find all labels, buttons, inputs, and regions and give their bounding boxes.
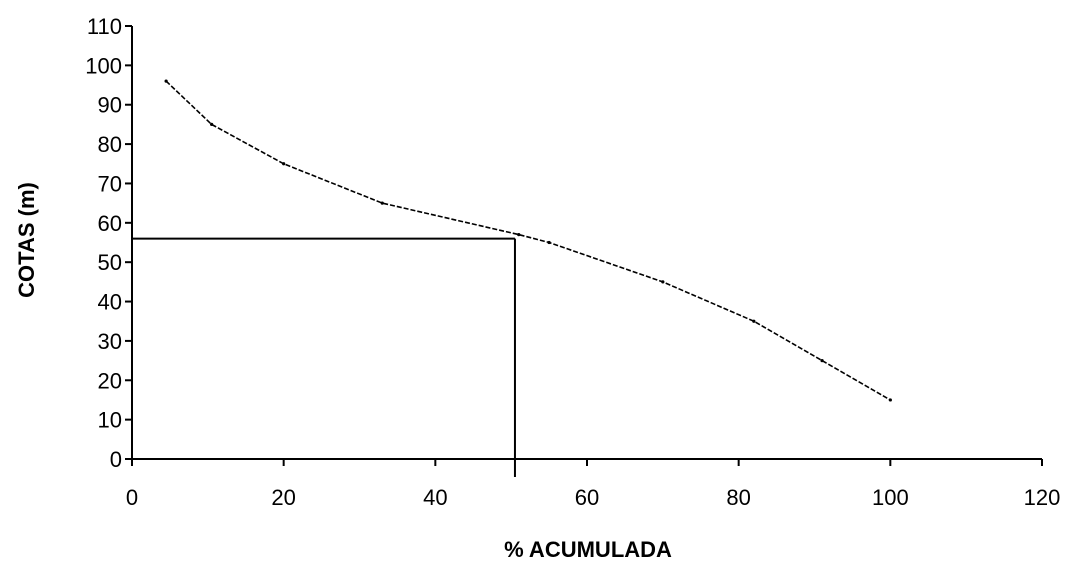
- y-tick-label: 100: [85, 53, 122, 78]
- y-tick-label: 50: [98, 250, 122, 275]
- x-tick-label: 120: [1024, 485, 1061, 510]
- x-tick-label: 100: [872, 485, 909, 510]
- data-point: [164, 79, 168, 83]
- data-point: [517, 233, 521, 237]
- reference-lines: [132, 237, 516, 477]
- data-point: [752, 319, 756, 323]
- y-tick-label: 0: [110, 447, 122, 472]
- y-tick-label: 70: [98, 171, 122, 196]
- x-axis-title: % ACUMULADA: [504, 537, 672, 562]
- data-point: [282, 162, 286, 166]
- y-tick-label: 20: [98, 368, 122, 393]
- y-axis-title: COTAS (m): [14, 182, 39, 298]
- y-tick-label: 80: [98, 132, 122, 157]
- axes: [125, 25, 1043, 466]
- x-tick-label: 60: [575, 485, 599, 510]
- data-point: [661, 280, 665, 284]
- data-point: [380, 201, 384, 205]
- data-point: [820, 358, 824, 363]
- y-tick-label: 60: [98, 211, 122, 236]
- y-tick-label: 30: [98, 329, 122, 354]
- y-tick-label: 110: [87, 14, 122, 39]
- data-point: [547, 240, 551, 245]
- data-point: [210, 122, 214, 127]
- data-point: [888, 398, 892, 402]
- x-tick-label: 20: [271, 485, 295, 510]
- series-line: [165, 80, 891, 401]
- series: [164, 79, 892, 402]
- x-tick-label: 0: [126, 485, 138, 510]
- tick-labels: 0 10 20 30 40 50 60 70 80 90 100 110 0 20 40 60 80 100 120: [85, 14, 1060, 510]
- y-tick-label: 40: [98, 290, 122, 315]
- x-tick-label: 80: [726, 485, 750, 510]
- y-tick-label: 90: [98, 93, 122, 118]
- y-tick-label: 10: [98, 408, 122, 433]
- x-tick-label: 40: [423, 485, 447, 510]
